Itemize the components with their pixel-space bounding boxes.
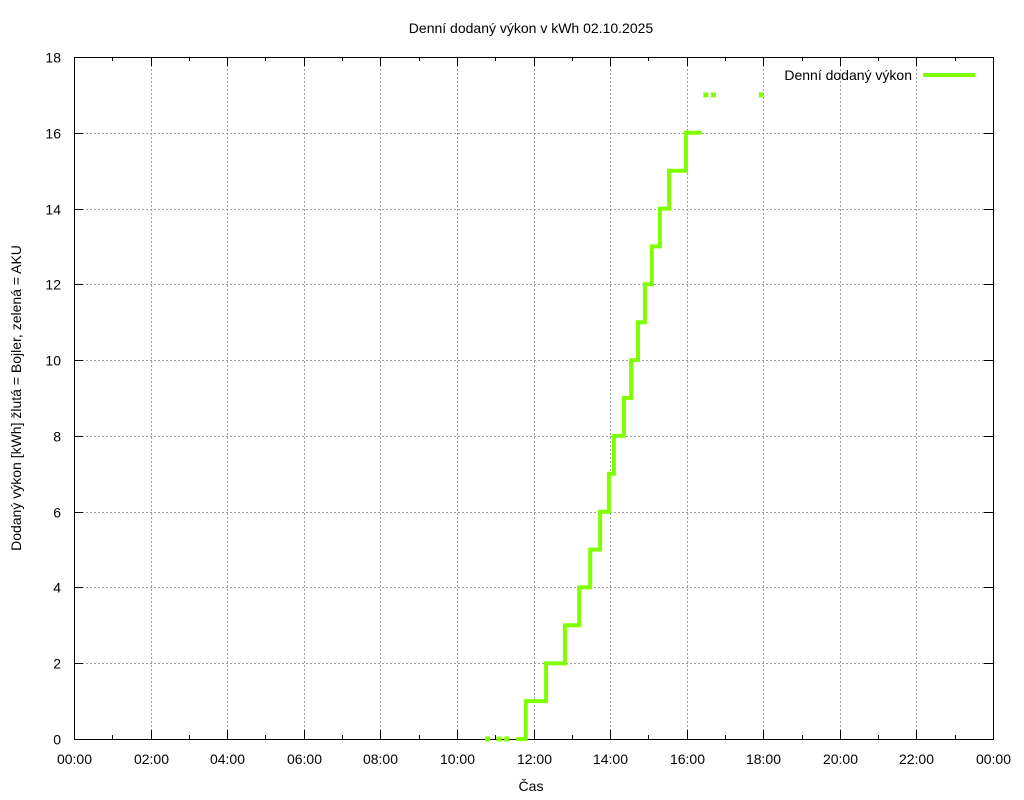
data-point-marker — [496, 736, 502, 742]
x-tick-label: 00:00 — [976, 751, 1011, 767]
x-tick-label: 16:00 — [670, 751, 705, 767]
legend-label: Denní dodaný výkon — [784, 67, 912, 83]
data-point-marker — [758, 92, 764, 98]
y-axis-label: Dodaný výkon [kWh] žlutá = Bojler, zelen… — [8, 245, 24, 551]
series-line — [516, 130, 702, 741]
data-point-marker — [703, 92, 709, 98]
grid-lines — [74, 57, 993, 739]
y-tick-label: 2 — [53, 656, 61, 672]
data-point-marker — [504, 736, 510, 742]
series-denni-dodany-vykon — [485, 92, 764, 742]
x-tick-label: 10:00 — [440, 751, 475, 767]
y-tick-label: 4 — [53, 580, 61, 596]
x-axis-label: Čas — [519, 778, 544, 794]
y-tick-label: 18 — [45, 50, 61, 66]
x-tick-label: 22:00 — [899, 751, 934, 767]
plot-border — [74, 57, 994, 740]
x-tick-label: 14:00 — [593, 751, 628, 767]
data-point-marker — [710, 92, 716, 98]
y-tick-labels: 0 2 4 6 8 10 12 14 16 18 — [45, 50, 61, 748]
x-tick-label: 00:00 — [57, 751, 92, 767]
legend: Denní dodaný výkon — [784, 67, 975, 83]
x-tick-labels: 00:00 02:00 04:00 06:00 08:00 10:00 12:00 14:00… — [57, 751, 1011, 767]
y-tick-label: 12 — [45, 277, 61, 293]
y-tick-label: 6 — [53, 505, 61, 521]
data-point-marker — [485, 736, 491, 742]
y-tick-label: 10 — [45, 353, 61, 369]
x-tick-label: 08:00 — [363, 751, 398, 767]
y-tick-label: 8 — [53, 429, 61, 445]
x-tick-label: 06:00 — [287, 751, 322, 767]
x-tick-label: 04:00 — [210, 751, 245, 767]
x-tick-label: 12:00 — [517, 751, 552, 767]
y-tick-label: 0 — [53, 732, 61, 748]
chart-title: Denní dodaný výkon v kWh 02.10.2025 — [409, 20, 654, 36]
y-tick-label: 14 — [45, 202, 61, 218]
x-tick-label: 20:00 — [823, 751, 858, 767]
x-tick-label: 02:00 — [134, 751, 169, 767]
x-tick-label: 18:00 — [746, 751, 781, 767]
axes — [74, 57, 994, 740]
y-tick-label: 16 — [45, 126, 61, 142]
